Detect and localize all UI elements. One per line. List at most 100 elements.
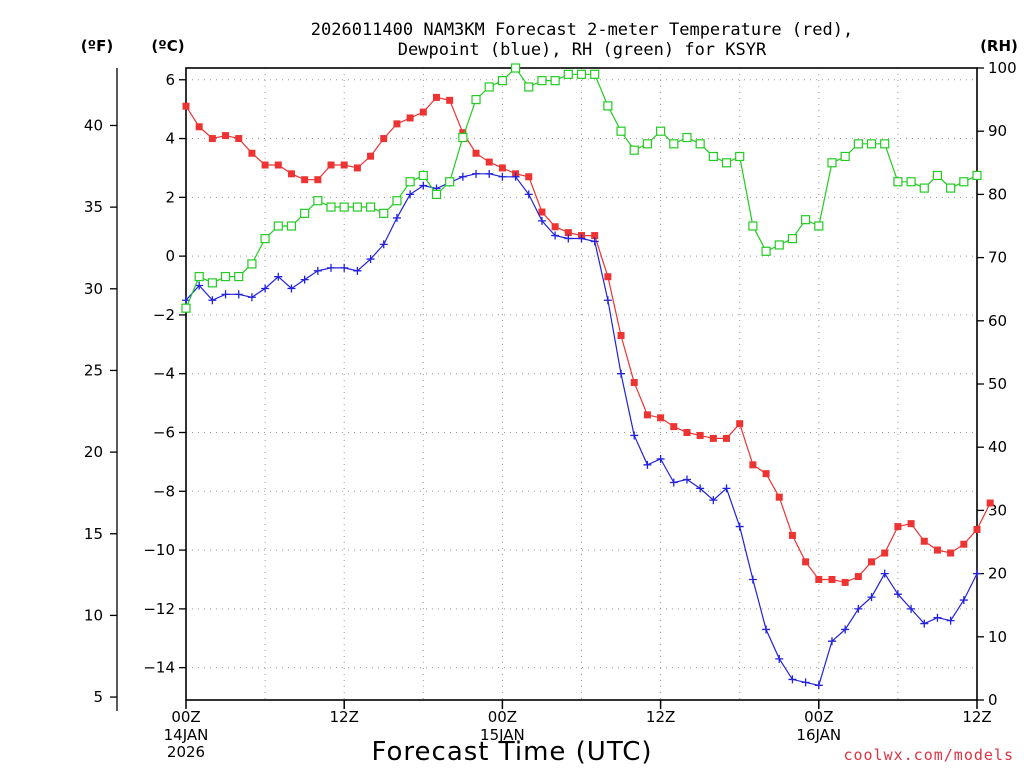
fahrenheit-tick-label: 40 (84, 116, 103, 134)
temperature-point (353, 164, 361, 172)
rh-point (207, 278, 217, 288)
temperature-point (472, 149, 480, 157)
dewpoint-point (920, 619, 929, 628)
celsius-tick-label: −10 (143, 541, 175, 559)
rh-point (300, 208, 310, 218)
rh-point (695, 139, 705, 149)
temperature-point (301, 176, 309, 184)
temperature-point (657, 414, 665, 422)
dewpoint-point (327, 263, 336, 272)
x-tick-label: 00Z (171, 708, 200, 726)
dewpoint-point (287, 284, 296, 293)
dewpoint-point (247, 293, 256, 302)
rh-point (840, 151, 850, 162)
celsius-tick-label: −8 (153, 482, 175, 500)
temperature-point (986, 499, 994, 507)
dewpoint-point (893, 590, 902, 599)
dewpoint-point (775, 654, 784, 663)
dewpoint-point (590, 237, 599, 246)
rh-point (655, 126, 666, 136)
celsius-tick-label: −6 (153, 424, 175, 442)
temperature-point (314, 176, 322, 184)
rh-point (458, 132, 468, 143)
fahrenheit-tick-label: 20 (84, 443, 103, 461)
temperature-point (881, 549, 889, 557)
rh-point (510, 63, 521, 73)
rh-point (735, 151, 745, 162)
temperature-point (208, 135, 216, 143)
rh-tick-label: 60 (988, 312, 1007, 330)
rh-tick-label: 70 (988, 249, 1007, 267)
dewpoint-point (801, 678, 810, 687)
rh-point (418, 170, 428, 181)
temperature-point (406, 114, 414, 122)
rh-tick-label: 100 (988, 59, 1017, 77)
x-tick-label: 12Z (646, 708, 675, 726)
dewpoint-point (498, 172, 507, 181)
dewpoint-point (195, 281, 204, 290)
temperature-point (485, 158, 493, 166)
x-tick-date-label: 16JAN (796, 726, 841, 744)
temperature-line (185, 96, 991, 584)
source-credit: coolwx.com/models (843, 746, 1014, 764)
dewpoint-point (234, 290, 243, 299)
dewpoint-point (524, 190, 533, 199)
dewpoint-point (907, 604, 916, 613)
temperature-point (933, 546, 941, 554)
rh-point (326, 202, 336, 212)
celsius-axis-unit: (ºC) (151, 37, 184, 55)
rh-point (405, 177, 415, 187)
temperature-point (274, 161, 282, 169)
temperature-point (538, 208, 546, 216)
fahrenheit-tick-label: 5 (93, 688, 103, 706)
rh-point (590, 69, 600, 79)
temperature-point (446, 96, 454, 104)
rh-point (787, 234, 798, 244)
rh-point (497, 76, 507, 86)
dewpoint-point (208, 296, 217, 305)
dewpoint-point (748, 575, 757, 584)
rh-point (853, 139, 863, 149)
temperature-point (749, 461, 757, 469)
dewpoint-point (814, 681, 823, 690)
temperature-point (920, 537, 928, 545)
dewpoint-point (406, 190, 415, 199)
rh-point (972, 170, 982, 181)
rh-point (880, 139, 890, 149)
dewpoint-point (261, 284, 270, 293)
rh-point (352, 202, 362, 212)
rh-point (260, 234, 270, 244)
rh-point (392, 196, 402, 206)
dewpoint-point (854, 604, 863, 613)
temperature-point (670, 423, 678, 431)
rh-point (603, 101, 613, 111)
temperature-point (591, 232, 599, 240)
temperature-point (947, 549, 955, 557)
dewpoint-point (735, 522, 744, 531)
dewpoint-point (300, 275, 309, 284)
temperature-point (643, 411, 651, 419)
fahrenheit-tick-label: 30 (84, 280, 103, 298)
rh-point (220, 271, 231, 282)
temperature-point (828, 575, 836, 583)
dewpoint-point (472, 169, 481, 178)
dewpoint-point (946, 616, 955, 625)
dewpoint-point (867, 593, 876, 602)
rh-point (365, 202, 376, 212)
celsius-tick-label: 6 (165, 71, 175, 89)
dewpoint-point (880, 569, 889, 578)
rh-point (774, 240, 784, 250)
x-tick-label: 00Z (804, 708, 833, 726)
temperature-point (815, 575, 823, 583)
rh-point (537, 76, 547, 86)
x-axis-label: Forecast Time (UTC) (371, 737, 652, 767)
rh-point (866, 139, 877, 149)
rh-point (524, 82, 534, 92)
dewpoint-point (340, 263, 349, 272)
temperature-point (894, 523, 902, 531)
temperature-point (419, 108, 427, 116)
rh-point (234, 271, 244, 282)
dewpoint-point (564, 234, 573, 243)
temperature-point (683, 429, 691, 437)
